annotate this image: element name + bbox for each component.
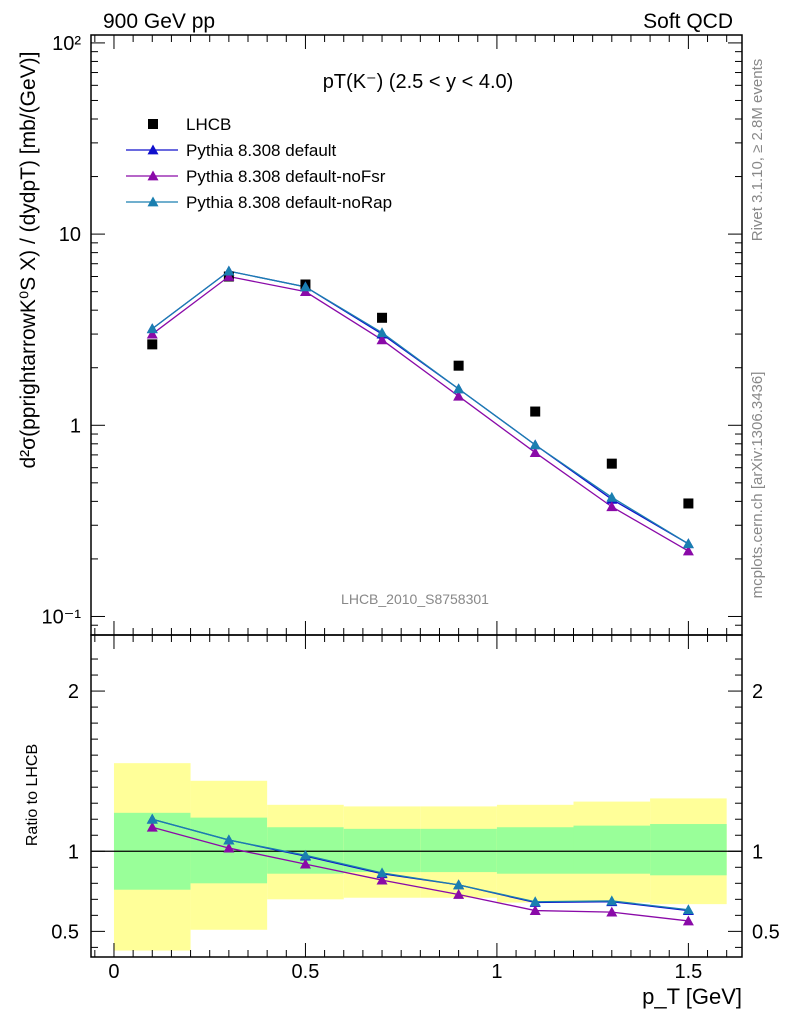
ratio-y-tick-label: 0.5 — [51, 921, 79, 943]
legend-label: Pythia 8.308 default-noRap — [186, 193, 392, 212]
legend-label: Pythia 8.308 default — [186, 141, 337, 160]
rivet-version-label: Rivet 3.1.10, ≥ 2.8M events — [749, 59, 766, 242]
x-tick-label: 0 — [108, 961, 119, 983]
lhcb-data-point — [530, 406, 541, 417]
pythia-marker — [453, 390, 465, 401]
pythia-marker — [682, 538, 694, 549]
header-right: Soft QCD — [643, 10, 733, 33]
ratio-marker — [682, 904, 694, 915]
x-tick-label: 1.5 — [674, 961, 702, 983]
main-series — [146, 265, 694, 556]
pythia-marker — [529, 439, 541, 450]
ratio-series-line — [152, 818, 689, 911]
pythia-marker — [606, 501, 618, 512]
lhcb-data-point — [453, 360, 464, 371]
main-y-tick-label: 1 — [70, 415, 81, 437]
main-y-tick-label: 10 — [59, 224, 81, 246]
header-left: 900 GeV pp — [103, 10, 215, 33]
pythia-marker — [376, 327, 388, 338]
x-axis-label: p_T [GeV] — [642, 984, 742, 1009]
pythia-marker — [606, 491, 618, 502]
legend-marker — [147, 170, 159, 181]
ratio-y-axis-label: Ratio to LHCB — [24, 744, 41, 846]
pythia-marker — [529, 447, 541, 457]
main-y-tick-label: 10² — [52, 33, 81, 55]
pythia-marker — [223, 271, 235, 281]
x-tick-label: 1 — [491, 961, 502, 983]
lhcb-data-point — [606, 458, 617, 469]
main-series-line — [151, 270, 689, 545]
pythia-marker — [146, 328, 158, 339]
ratio-marker — [376, 874, 388, 885]
analysis-watermark: LHCB_2010_S8758301 — [341, 591, 489, 607]
ratio-y-tick-label-right: 0.5 — [752, 921, 780, 943]
ratio-marker — [223, 834, 235, 845]
ratio-frame — [90, 634, 743, 958]
band-inner-bin — [496, 827, 574, 874]
main-y-axis-label: d²σ(pprightarrowK⁰S X) / (dydpT) [mb/(Ge… — [17, 52, 40, 469]
ratio-marker — [223, 842, 235, 853]
pythia-marker — [453, 383, 465, 394]
legend-marker — [147, 144, 159, 155]
ratio-marker — [453, 889, 465, 899]
ratio-marker — [529, 896, 541, 907]
legend-marker — [147, 196, 159, 207]
ratio-y-tick-label: 2 — [68, 681, 79, 703]
pythia-marker — [146, 323, 158, 334]
band-inner-bin — [573, 825, 651, 874]
legend-label: LHCB — [186, 115, 231, 134]
ratio-series — [146, 813, 694, 926]
legend-marker-lhcb — [148, 119, 158, 129]
legend: LHCB Pythia 8.308 default Pythia 8.308 def… — [126, 115, 392, 212]
ratio-marker — [299, 858, 311, 869]
ratio-marker — [146, 813, 158, 824]
main-y-tick-label: 10⁻¹ — [42, 606, 82, 628]
lhcb-data-point — [147, 339, 158, 350]
tick-labels: 10⁻¹ 1 10 10² 0.5 0.5 1 1 2 2 0 0.5 1 1.5 — [42, 33, 780, 983]
ratio-bands — [113, 763, 727, 951]
ratio-marker — [146, 821, 158, 832]
pythia-marker — [682, 545, 694, 556]
mcplots-credit-label: mcplots.cern.ch [arXiv:1306.3436] — [749, 372, 766, 599]
ratio-y-tick-label-right: 1 — [752, 841, 763, 863]
pythia-marker — [299, 281, 311, 292]
ratio-marker — [453, 879, 465, 890]
ratio-y-tick-label: 1 — [68, 841, 79, 863]
axis-ticks — [91, 35, 742, 957]
x-tick-label: 0.5 — [292, 961, 320, 983]
ratio-marker — [606, 906, 618, 917]
ratio-marker — [376, 867, 388, 878]
band-inner-bin — [420, 828, 497, 873]
pythia-marker — [223, 265, 235, 276]
plot-title: pT(K⁻) (2.5 < y < 4.0) — [323, 71, 514, 93]
main-series-line — [151, 275, 689, 552]
lhcb-data-point — [683, 498, 694, 509]
ratio-series-line — [152, 826, 689, 922]
ratio-y-tick-label-right: 2 — [752, 681, 763, 703]
pythia-marker — [376, 334, 388, 345]
ratio-marker — [299, 849, 311, 860]
legend-label: Pythia 8.308 default-noFsr — [186, 167, 386, 186]
band-inner-bin — [650, 824, 727, 876]
ratio-marker — [529, 905, 541, 915]
ratio-marker — [606, 895, 618, 906]
lhcb-data-point — [377, 312, 388, 323]
band-inner-bin — [343, 828, 421, 873]
ratio-marker — [682, 915, 694, 926]
